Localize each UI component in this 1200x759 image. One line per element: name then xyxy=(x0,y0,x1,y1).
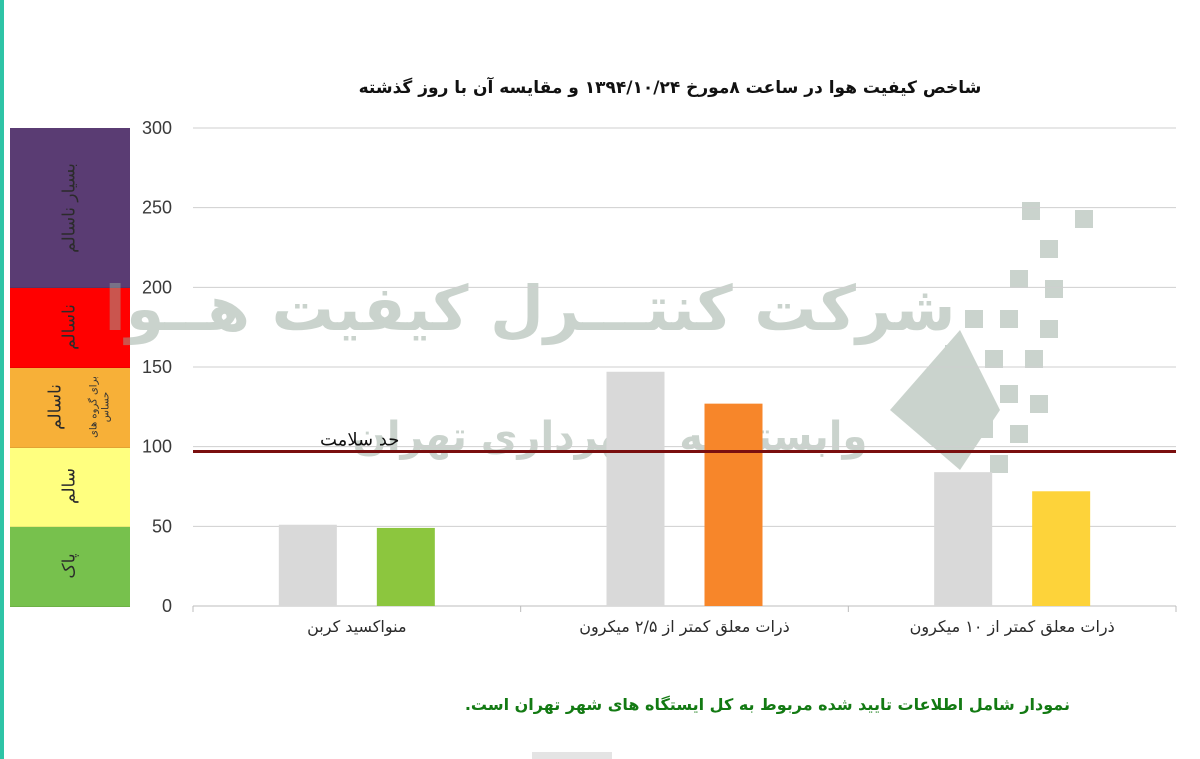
y-axis-ticks: 0 50 100 150 200 250 300 xyxy=(142,118,172,616)
y-tick-label: 250 xyxy=(142,198,172,218)
watermark-line1: شرکت کنتـــرل کیفیت هــوا xyxy=(104,272,955,345)
y-tick-label: 100 xyxy=(142,437,172,457)
threshold: حد سلامت xyxy=(193,429,1176,453)
x-axis-labels: منواکسید کربن ذرات معلق کمتر از ۲/۵ میکرو… xyxy=(307,617,1115,637)
x-tick-label: ذرات معلق کمتر از ۱۰ میکرون xyxy=(910,617,1115,637)
watermark-square xyxy=(960,380,978,398)
x-tick-label: ذرات معلق کمتر از ۲/۵ میکرون xyxy=(579,617,790,637)
bar xyxy=(606,371,665,606)
bar xyxy=(934,472,993,606)
watermark-square xyxy=(945,345,963,363)
watermark-square xyxy=(975,420,993,438)
bars xyxy=(278,371,1091,606)
watermark-square xyxy=(1040,320,1058,338)
watermark-square xyxy=(1030,395,1048,413)
watermark-square xyxy=(965,310,983,328)
gridlines xyxy=(192,127,1177,612)
aqi-band-0: پاک xyxy=(10,526,130,607)
aqi-band-1: سالم xyxy=(10,446,130,528)
chart-title: شاخص کیفیت هوا در ساعت ۸مورخ ۱۳۹۴/۱۰/۲۴ … xyxy=(358,78,982,98)
bottom-cropped-element xyxy=(532,752,612,759)
watermark-square xyxy=(1010,270,1028,288)
y-tick-label: 0 xyxy=(162,596,172,616)
y-tick-label: 150 xyxy=(142,357,172,377)
bar xyxy=(278,524,337,606)
watermark-square xyxy=(1075,210,1093,228)
y-tick-label: 300 xyxy=(142,118,172,138)
chart-footnote: نمودار شامل اطلاعات تایید شده مربوط به ک… xyxy=(464,695,1070,714)
watermark: شرکت کنتـــرل کیفیت هــوا وابسته به شهرد… xyxy=(104,202,1093,473)
bar xyxy=(704,403,763,606)
watermark-square xyxy=(1010,425,1028,443)
watermark-square xyxy=(1025,350,1043,368)
bar xyxy=(1032,491,1091,606)
aqi-band-3: ناسالم xyxy=(10,287,130,368)
watermark-square xyxy=(1000,385,1018,403)
watermark-square xyxy=(990,455,1008,473)
watermark-logo-pixels xyxy=(945,202,1093,473)
aqi-band-2: ناسالم برای گروه های حساس xyxy=(10,367,130,448)
x-tick-label: منواکسید کربن xyxy=(307,617,406,637)
watermark-square xyxy=(1022,202,1040,220)
bar xyxy=(376,527,435,606)
watermark-square xyxy=(1045,280,1063,298)
watermark-square xyxy=(985,350,1003,368)
watermark-square xyxy=(1000,310,1018,328)
aqi-band-4: بسیار ناسالم xyxy=(10,128,130,289)
page-left-edge xyxy=(0,0,4,759)
watermark-logo-arrow xyxy=(890,330,1000,470)
threshold-label: حد سلامت xyxy=(320,429,399,450)
watermark-square xyxy=(1040,240,1058,258)
y-tick-label: 200 xyxy=(142,277,172,297)
y-tick-label: 50 xyxy=(152,516,172,536)
bar-chart: شرکت کنتـــرل کیفیت هــوا وابسته به شهرد… xyxy=(104,118,1177,637)
